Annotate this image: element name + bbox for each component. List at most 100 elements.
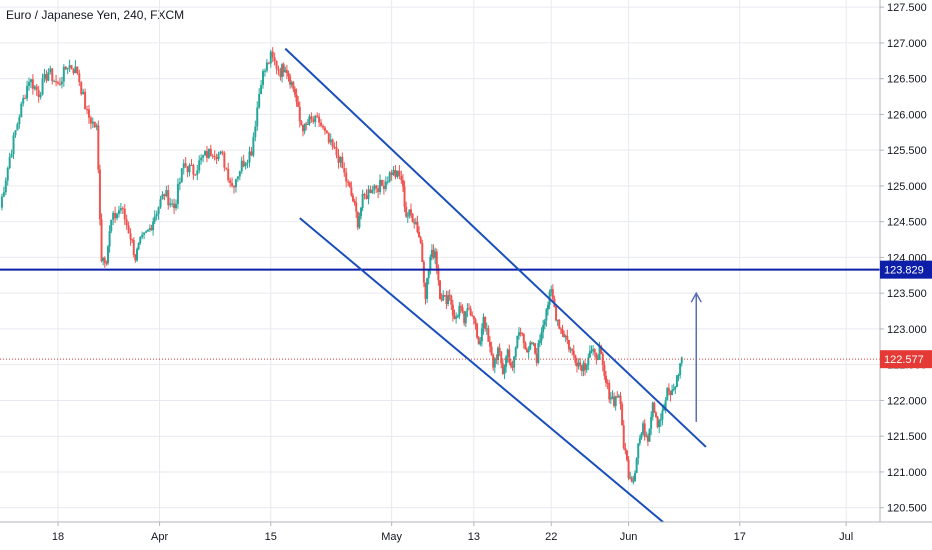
candle-body	[127, 225, 130, 234]
candle-body	[331, 139, 334, 147]
candle-body	[551, 289, 554, 299]
candle-body	[537, 343, 540, 363]
candle-body	[363, 193, 366, 196]
candle-body	[161, 194, 164, 200]
candle-body	[150, 228, 153, 231]
candle-body	[108, 231, 111, 247]
candle-body	[329, 139, 332, 143]
candle-body	[456, 315, 459, 318]
candle-body	[29, 79, 32, 83]
candle-body	[572, 350, 575, 356]
candle-body	[198, 160, 201, 171]
candle-body	[632, 481, 635, 483]
time-axis[interactable]: 18 Apr 15 May 13 22 Jun 17 Jul	[0, 521, 932, 550]
candle-body	[614, 396, 617, 407]
horizontal-level-badge-background	[880, 260, 932, 279]
candle-body	[672, 388, 675, 391]
candle-body	[643, 423, 646, 437]
candle-body	[155, 213, 158, 217]
candle-body	[476, 323, 479, 338]
candle-body	[505, 356, 508, 367]
candle-body	[563, 333, 566, 338]
candle-body	[258, 94, 261, 108]
candle-body	[522, 334, 525, 344]
candle-body	[78, 73, 81, 83]
candle-body	[45, 74, 48, 81]
candle-body	[419, 237, 422, 243]
candle-body	[671, 390, 674, 396]
candle-body	[327, 133, 330, 143]
candle-body	[123, 208, 126, 220]
candle-body	[293, 88, 296, 95]
grid-lines	[0, 0, 880, 522]
candle-body	[204, 151, 207, 156]
candle-body	[93, 121, 96, 128]
candle-body	[680, 357, 683, 364]
candle-body	[74, 66, 77, 74]
candle-body	[367, 189, 370, 199]
candle-body	[356, 211, 359, 228]
candle-body	[450, 296, 453, 305]
channel-upper-line	[284, 47, 707, 448]
candle-body	[416, 221, 419, 233]
candle-body	[157, 207, 160, 214]
candle-body	[601, 353, 604, 365]
candle-body	[131, 239, 134, 241]
candle-body	[175, 204, 177, 209]
candle-body	[392, 169, 395, 176]
candle-body	[405, 206, 408, 217]
candle-body	[102, 258, 105, 261]
candle-body	[76, 66, 79, 74]
time-tick-label: May	[381, 531, 402, 543]
candle-body	[365, 195, 368, 199]
candle-body	[98, 169, 101, 220]
candle-body	[246, 162, 249, 164]
candle-body	[221, 151, 224, 153]
candle-body	[375, 185, 378, 189]
candle-body	[333, 146, 336, 148]
candle-body	[105, 262, 108, 264]
candle-body	[453, 315, 456, 319]
candle-body	[186, 166, 189, 173]
candle-body	[279, 70, 282, 77]
price-tick-label: 125.000	[887, 181, 927, 193]
candle-body	[103, 258, 106, 263]
candle-body	[542, 325, 545, 333]
candle-body	[663, 408, 666, 411]
candle-body	[202, 155, 205, 158]
candle-body	[477, 337, 480, 345]
candle-body	[463, 311, 466, 324]
candle-body	[360, 207, 363, 217]
candle-body	[97, 125, 100, 170]
candle-body	[461, 307, 464, 312]
candle-body	[80, 82, 83, 95]
candle-body	[119, 208, 122, 211]
candle-body	[421, 242, 424, 262]
candle-body	[598, 345, 601, 360]
candle-body	[205, 151, 208, 158]
candle-body	[651, 402, 654, 417]
candle-body	[169, 203, 172, 206]
candle-body	[555, 306, 558, 321]
candle-body	[0, 196, 3, 208]
candle-body	[18, 117, 21, 125]
time-tick-label: Jul	[839, 531, 853, 543]
candle-body	[669, 391, 672, 396]
candle-body	[447, 295, 450, 305]
time-tick-label: 15	[265, 531, 277, 543]
candle-body	[621, 404, 624, 426]
candle-body	[213, 156, 216, 158]
candle-body	[321, 125, 324, 128]
candle-body	[540, 332, 543, 341]
price-tick-label: 124.500	[887, 217, 927, 229]
candle-body	[267, 62, 270, 64]
price-tick-label: 126.000	[887, 109, 927, 121]
candle-body	[300, 121, 303, 125]
candle-body	[260, 84, 263, 95]
candle-body	[485, 328, 488, 330]
candle-body	[394, 169, 397, 177]
price-axis[interactable]: 120.500121.000121.500122.000122.500123.0…	[879, 0, 932, 550]
candle-body	[200, 157, 203, 161]
candle-body	[70, 65, 73, 70]
